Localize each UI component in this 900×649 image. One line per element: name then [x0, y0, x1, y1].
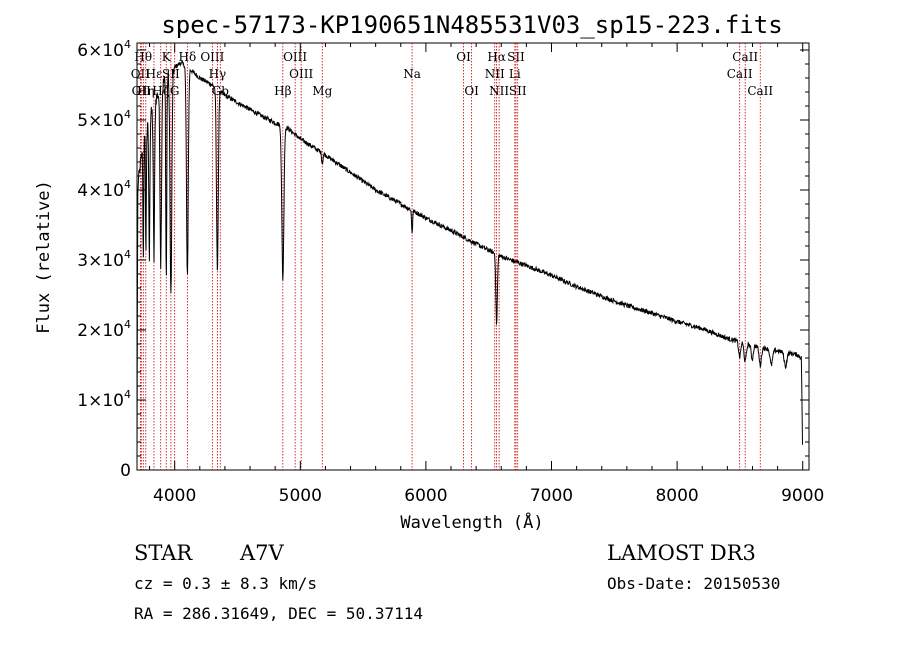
- y-tick-label: 6×104: [77, 38, 131, 61]
- redshift-text: cz = 0.3 ± 8.3 km/s: [134, 574, 317, 593]
- object-class: STAR: [134, 541, 193, 565]
- line-marker-label: Hη: [137, 84, 155, 98]
- line-marker-label: OI: [464, 84, 479, 98]
- y-tick-mantissa: 6×10: [77, 41, 124, 61]
- x-tick-label: 8000: [655, 486, 698, 506]
- line-marker-label: SII: [507, 50, 525, 64]
- survey-name: LAMOST DR3: [607, 541, 756, 565]
- y-tick-label: 4×104: [77, 178, 131, 201]
- y-tick-label: 2×104: [77, 318, 131, 341]
- y-tick-label: 3×104: [77, 248, 131, 271]
- object-subclass: A7V: [239, 541, 285, 565]
- y-tick-exponent: 4: [124, 388, 131, 401]
- spectrum-line: [136, 59, 803, 469]
- line-marker-label: Hθ: [134, 50, 152, 64]
- y-tick-mantissa: 1×10: [77, 391, 124, 411]
- line-marker-label: NII: [485, 67, 505, 81]
- line-marker-label: Hε: [146, 67, 163, 81]
- y-tick-exponent: 4: [124, 248, 131, 261]
- line-marker-label: Li: [509, 67, 521, 81]
- line-marker-label: NII: [489, 84, 509, 98]
- line-marker-label: SII: [509, 84, 527, 98]
- line-marker-label: SII: [162, 67, 180, 81]
- x-axis-label: Wavelength (Å): [400, 511, 543, 533]
- x-tick-label: 7000: [530, 486, 573, 506]
- y-tick-label: 5×104: [77, 108, 131, 131]
- line-marker-label: Hβ: [274, 84, 291, 98]
- y-axis-label: Flux (relative): [34, 180, 54, 334]
- line-marker-label: Hα: [487, 50, 506, 64]
- plot-frame: [136, 42, 810, 471]
- coordinates-text: RA = 286.31649, DEC = 50.37114: [134, 604, 423, 623]
- line-marker-label: OII: [132, 84, 152, 98]
- y-tick-mantissa: 2×10: [77, 321, 124, 341]
- x-tick-label: 9000: [781, 486, 824, 506]
- line-marker-label: OIII: [289, 67, 313, 81]
- line-marker-label: CaII: [732, 50, 758, 64]
- x-tick-label: 4000: [153, 486, 196, 506]
- y-tick-mantissa: 3×10: [77, 251, 124, 271]
- line-marker-label: Hδ: [179, 50, 197, 64]
- x-tick-label: 6000: [404, 486, 447, 506]
- y-tick-exponent: 4: [124, 108, 131, 121]
- line-marker-label: Na: [403, 67, 421, 81]
- x-tick-label: 5000: [279, 486, 322, 506]
- y-tick-mantissa: 5×10: [77, 111, 124, 131]
- line-marker-label: CaII: [747, 84, 773, 98]
- y-tick-mantissa: 0: [120, 461, 131, 481]
- y-tick-label: 1×104: [77, 388, 131, 411]
- y-tick-label: 0: [120, 461, 131, 481]
- y-tick-exponent: 4: [124, 318, 131, 331]
- line-marker-label: OIII: [283, 50, 307, 64]
- line-marker-label: CaII: [727, 67, 753, 81]
- obs-date: Obs-Date: 20150530: [607, 574, 780, 593]
- line-marker-label: Mg: [312, 84, 332, 98]
- line-marker-label: G: [170, 84, 180, 98]
- line-marker-label: K: [162, 50, 172, 64]
- chart-title: spec-57173-KP190651N485531V03_sp15-223.f…: [161, 11, 782, 39]
- y-tick-mantissa: 4×10: [77, 181, 124, 201]
- line-marker-label: OI: [456, 50, 471, 64]
- y-tick-exponent: 4: [124, 178, 131, 191]
- line-marker-label: Hγ: [209, 67, 227, 81]
- line-marker-label: OIII: [200, 50, 224, 64]
- y-tick-exponent: 4: [124, 38, 131, 51]
